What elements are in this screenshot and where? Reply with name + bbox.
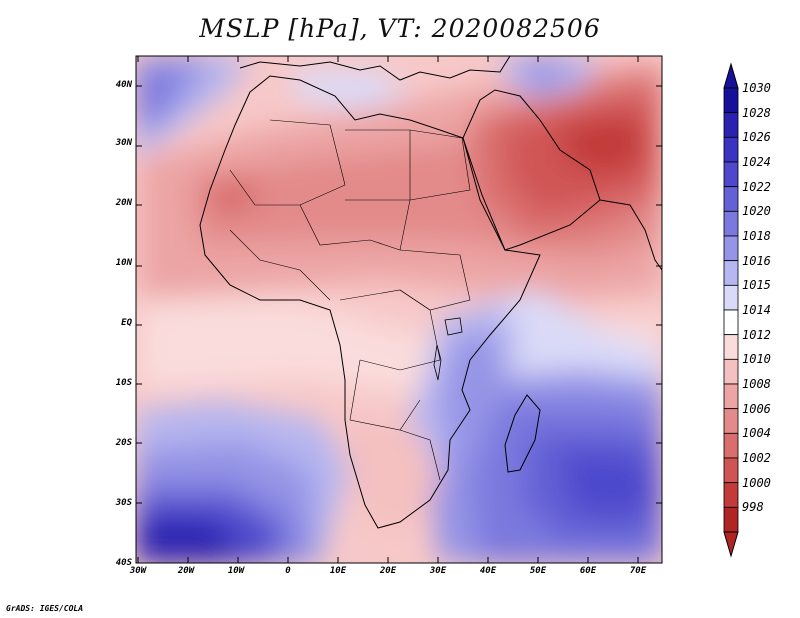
lat-label-30n: 30N [115, 138, 132, 148]
colorbar-label: 1014 [742, 303, 771, 317]
colorbar-label: 1004 [742, 426, 771, 441]
colorbar-label: 1015 [742, 278, 771, 293]
coastline-africa [199, 75, 541, 529]
colorbar-label: 1002 [742, 451, 771, 465]
colorbar-label: 1020 [742, 204, 771, 219]
colorbar-swatch [723, 506, 739, 533]
lat-label-30s: 30S [115, 498, 132, 508]
colorbar-swatch [723, 87, 739, 114]
colorbar-swatch [723, 408, 739, 434]
colorbar-label: 1016 [742, 253, 771, 268]
colorbar-swatch [723, 334, 739, 360]
colorbar-swatch [723, 432, 739, 459]
lon-label-40e: 40E [479, 566, 497, 576]
lake-victoria [444, 317, 463, 336]
lat-label-eq: EQ [121, 318, 132, 328]
lat-label-40s: 40S [115, 558, 132, 568]
lon-label-20w: 20W [177, 566, 195, 576]
colorbar-label: 1012 [742, 327, 771, 342]
colorbar [723, 62, 739, 558]
colorbar-swatch [723, 112, 739, 138]
coastline-europe [239, 56, 511, 81]
lat-label-40n: 40N [115, 80, 132, 90]
colorbar-swatch [723, 136, 739, 163]
colorbar-label: 1000 [742, 475, 771, 490]
lon-label-50e: 50E [529, 566, 547, 576]
lon-label-10w: 10W [227, 566, 245, 576]
lat-label-10n: 10N [115, 258, 132, 268]
lat-label-10s: 10S [115, 378, 132, 388]
lon-label-30w: 30W [129, 566, 147, 576]
colorbar-swatch [723, 383, 739, 410]
colorbar-bottom-arrow [723, 531, 739, 558]
map-frame [135, 55, 663, 564]
axis-ticks [136, 56, 662, 564]
colorbar-swatch [723, 457, 739, 484]
colorbar-swatch [723, 161, 739, 188]
colorbar-swatch [723, 186, 739, 212]
colorbar-label: 1022 [742, 179, 771, 194]
colorbar-label: 1006 [742, 401, 771, 416]
colorbar-label: 1008 [742, 377, 771, 391]
coastline-asia [599, 199, 662, 271]
pressure-field [136, 56, 662, 563]
lat-label-20n: 20N [115, 198, 132, 208]
lat-label-20s: 20S [115, 438, 132, 448]
coastline-madagascar [504, 394, 541, 473]
colorbar-label: 1024 [742, 155, 771, 169]
colorbar-label: 1030 [742, 81, 771, 95]
grads-credit: GrADS: IGES/COLA [6, 604, 84, 613]
lon-label-60e: 60E [579, 566, 597, 576]
colorbar-swatch [723, 284, 739, 311]
colorbar-swatch [723, 235, 739, 262]
colorbar-swatch [723, 309, 739, 336]
colorbar-swatch [723, 358, 739, 385]
colorbar-label: 1010 [742, 352, 771, 367]
colorbar-label: 1026 [742, 130, 771, 145]
lon-label-10e: 10E [329, 566, 347, 576]
colorbar-swatch [723, 210, 739, 237]
lon-label-70e: 70E [629, 566, 647, 576]
country-borders [229, 119, 471, 481]
colorbar-label: 1018 [742, 229, 771, 243]
lon-label-20e: 20E [379, 566, 397, 576]
lon-label-0: 0 [285, 566, 291, 576]
colorbar-swatch [723, 260, 739, 286]
coastline-arabia [462, 89, 601, 251]
colorbar-swatch [723, 482, 739, 508]
lake-tanganyika [433, 344, 442, 381]
colorbar-label: 998 [742, 500, 764, 515]
lon-label-30e: 30E [429, 566, 447, 576]
map-title: MSLP [hPa], VT: 2020082506 [199, 14, 601, 43]
colorbar-top-arrow [723, 62, 739, 89]
colorbar-label: 1028 [742, 105, 771, 120]
